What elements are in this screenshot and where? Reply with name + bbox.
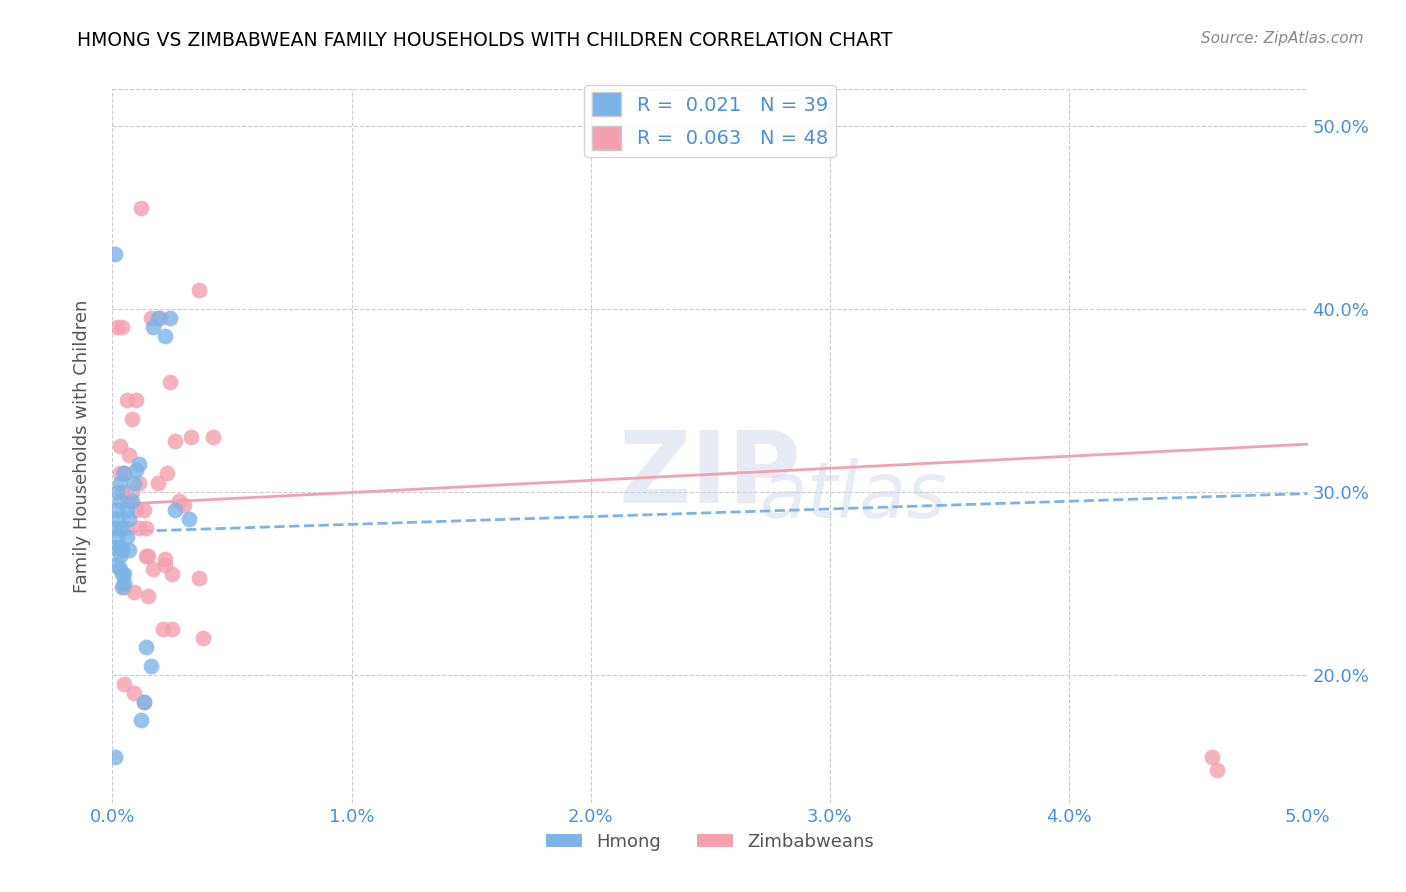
- Point: [132, 503, 155, 517]
- Point: [105, 512, 128, 526]
- Point: [125, 463, 148, 477]
- Point: [121, 494, 143, 508]
- Point: [187, 284, 209, 298]
- Point: [139, 310, 162, 325]
- Point: [118, 448, 141, 462]
- Point: [146, 310, 169, 325]
- Point: [108, 561, 131, 575]
- Point: [125, 503, 148, 517]
- Text: atlas: atlas: [759, 458, 948, 534]
- Point: [104, 750, 127, 764]
- Point: [105, 531, 128, 545]
- Point: [132, 695, 155, 709]
- Point: [177, 512, 200, 526]
- Text: Source: ZipAtlas.com: Source: ZipAtlas.com: [1201, 31, 1364, 46]
- Point: [163, 503, 186, 517]
- Point: [115, 503, 138, 517]
- Point: [104, 540, 127, 554]
- Point: [108, 494, 131, 508]
- Point: [135, 549, 157, 563]
- Point: [162, 567, 183, 582]
- Point: [111, 484, 134, 499]
- Point: [163, 434, 186, 448]
- Point: [108, 540, 131, 554]
- Point: [122, 585, 145, 599]
- Point: [122, 475, 145, 490]
- Point: [115, 531, 138, 545]
- Point: [129, 714, 152, 728]
- Point: [104, 247, 127, 261]
- Point: [138, 589, 160, 603]
- Point: [114, 467, 135, 481]
- Point: [115, 521, 138, 535]
- Point: [159, 375, 181, 389]
- Point: [115, 393, 138, 408]
- Point: [180, 430, 202, 444]
- Point: [108, 549, 131, 563]
- Point: [129, 201, 152, 215]
- Text: ZIP: ZIP: [619, 426, 801, 523]
- Point: [1201, 750, 1223, 764]
- Point: [122, 686, 145, 700]
- Point: [105, 484, 128, 499]
- Point: [169, 494, 191, 508]
- Point: [187, 571, 209, 585]
- Legend: Hmong, Zimbabweans: Hmong, Zimbabweans: [538, 826, 882, 858]
- Point: [105, 320, 128, 334]
- Point: [201, 430, 224, 444]
- Point: [118, 494, 141, 508]
- Point: [173, 498, 195, 512]
- Point: [156, 467, 179, 481]
- Point: [108, 439, 131, 453]
- Point: [128, 475, 150, 490]
- Point: [105, 558, 128, 572]
- Point: [114, 580, 135, 594]
- Point: [114, 567, 135, 582]
- Point: [114, 576, 135, 591]
- Point: [142, 561, 165, 575]
- Point: [121, 411, 143, 425]
- Point: [108, 475, 131, 490]
- Point: [1205, 763, 1227, 777]
- Point: [105, 503, 128, 517]
- Point: [111, 567, 134, 582]
- Point: [153, 552, 176, 566]
- Point: [162, 622, 183, 636]
- Point: [135, 640, 157, 655]
- Point: [128, 458, 150, 472]
- Point: [114, 467, 135, 481]
- Text: HMONG VS ZIMBABWEAN FAMILY HOUSEHOLDS WITH CHILDREN CORRELATION CHART: HMONG VS ZIMBABWEAN FAMILY HOUSEHOLDS WI…: [77, 31, 893, 50]
- Point: [142, 320, 165, 334]
- Point: [121, 484, 143, 499]
- Point: [125, 393, 148, 408]
- Point: [135, 521, 157, 535]
- Point: [149, 310, 172, 325]
- Y-axis label: Family Households with Children: Family Households with Children: [73, 300, 91, 592]
- Point: [153, 558, 176, 572]
- Point: [128, 521, 150, 535]
- Point: [118, 512, 141, 526]
- Point: [104, 521, 127, 535]
- Point: [159, 310, 181, 325]
- Point: [108, 467, 131, 481]
- Point: [111, 320, 134, 334]
- Point: [114, 677, 135, 691]
- Point: [111, 543, 134, 558]
- Point: [152, 622, 174, 636]
- Point: [146, 475, 169, 490]
- Point: [138, 549, 160, 563]
- Point: [132, 695, 155, 709]
- Point: [139, 658, 162, 673]
- Point: [153, 329, 176, 343]
- Point: [118, 543, 141, 558]
- Point: [193, 631, 215, 645]
- Point: [111, 580, 134, 594]
- Point: [111, 521, 134, 535]
